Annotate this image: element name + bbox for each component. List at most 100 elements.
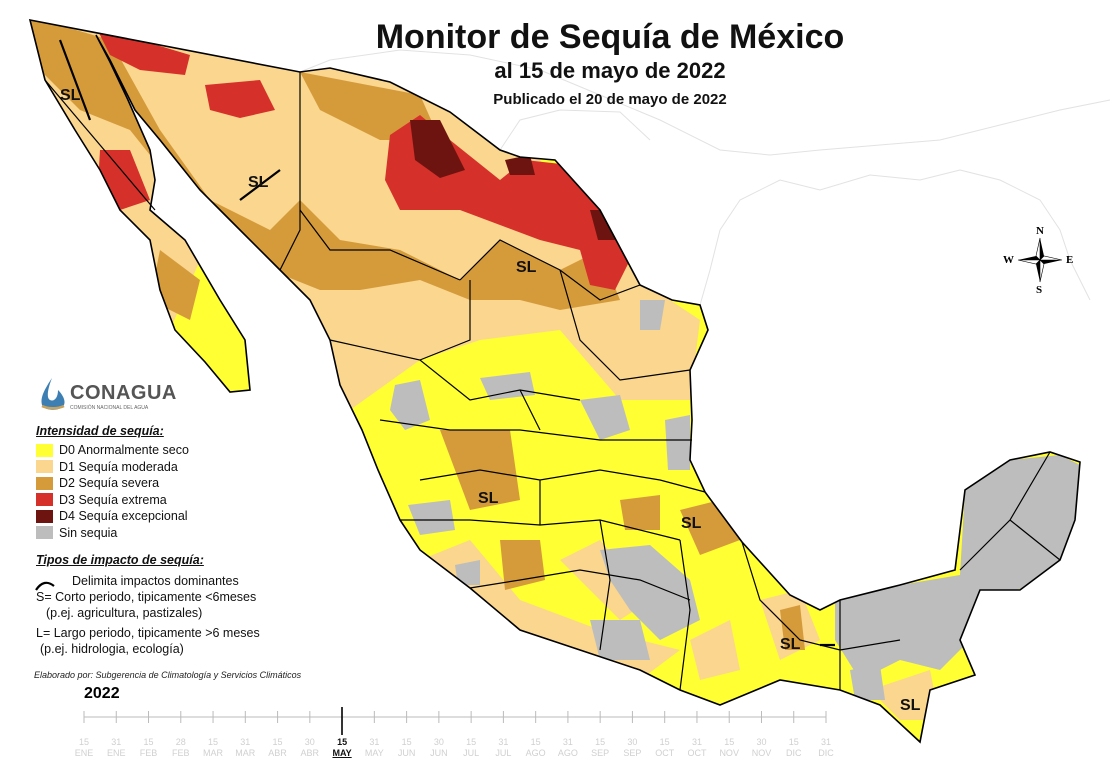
- timeline-month: JUL: [463, 748, 480, 758]
- timeline-label: 30 JUN: [426, 737, 452, 759]
- timeline-month: JUN: [397, 748, 416, 758]
- timeline-month: MAY: [332, 748, 352, 758]
- timeline-label: 15 SEP: [587, 737, 613, 759]
- timeline-day: 30: [433, 737, 444, 747]
- map-subtitle: al 15 de mayo de 2022: [494, 58, 726, 83]
- timeline-day: 15: [208, 737, 219, 747]
- legend-item: Sin sequia: [36, 525, 189, 542]
- timeline-day: 31: [498, 737, 509, 747]
- sl-label: SL: [780, 636, 801, 653]
- legend-swatch: [36, 460, 53, 474]
- timeline: [83, 707, 827, 735]
- impact-legend: Tipos de impacto de sequía: Delimita imp…: [36, 553, 336, 657]
- timeline-month: DIC: [785, 748, 802, 758]
- legend-label: D2 Sequía severa: [59, 476, 160, 491]
- timeline-year: 2022: [84, 685, 120, 702]
- timeline-day: 15: [659, 737, 670, 747]
- timeline-month: AGO: [557, 748, 578, 758]
- timeline-label: 31 OCT: [684, 737, 710, 759]
- legend-label: Sin sequia: [59, 525, 118, 540]
- legend-heading: Intensidad de sequía:: [36, 424, 164, 438]
- timeline-label: 15 DIC: [781, 737, 807, 759]
- legend-swatch: [36, 476, 53, 490]
- legend-label: D3 Sequía extrema: [59, 492, 167, 507]
- sl-label: SL: [60, 87, 81, 104]
- legend-item: D0 Anormalmente seco: [36, 442, 189, 459]
- legend-label: D0 Anormalmente seco: [59, 443, 189, 458]
- legend-item: D2 Sequía severa: [36, 475, 189, 492]
- timeline-day: 15: [143, 737, 154, 747]
- sl-label: SL: [900, 697, 921, 714]
- impact-line-icon: [35, 581, 55, 591]
- compass-west: W: [1003, 254, 1014, 266]
- timeline-month: FEB: [139, 748, 158, 758]
- timeline-label: 15 OCT: [652, 737, 678, 759]
- timeline-label: 30 ABR: [297, 737, 323, 759]
- conagua-drop-icon: [41, 378, 65, 410]
- timeline-label: 15 FEB: [136, 737, 162, 759]
- legend: Intensidad de sequía: D0 Anormalmente se…: [36, 424, 189, 541]
- impact-short: S= Corto periodo, tipicamente <6meses: [36, 590, 257, 604]
- timeline-day: 31: [691, 737, 702, 747]
- legend-swatch: [36, 526, 53, 540]
- timeline-label: 31 MAY: [361, 737, 387, 759]
- timeline-label: 30 SEP: [619, 737, 645, 759]
- legend-swatch: [36, 493, 53, 507]
- timeline-label: 15 AGO: [523, 737, 549, 759]
- legend-item: D1 Sequía moderada: [36, 459, 189, 476]
- impact-heading: Tipos de impacto de sequía:: [36, 553, 204, 567]
- timeline-day: 15: [724, 737, 735, 747]
- impact-boundaries: [58, 39, 835, 647]
- sl-label: SL: [681, 515, 702, 532]
- legend-swatch: [36, 509, 53, 523]
- impact-long-example: (p.ej. hidrologia, ecología): [40, 642, 184, 656]
- timeline-month: OCT: [655, 748, 675, 758]
- timeline-day: 15: [466, 737, 477, 747]
- timeline-month: ABR: [300, 748, 320, 758]
- timeline-label: 31 MAR: [232, 737, 258, 759]
- timeline-day: 30: [304, 737, 315, 747]
- usa-outline: [299, 49, 1111, 306]
- legend-item: D3 Sequía extrema: [36, 492, 189, 509]
- timeline-label: 15 NOV: [716, 737, 742, 759]
- timeline-day: 31: [369, 737, 380, 747]
- timeline-label: 28 FEB: [168, 737, 194, 759]
- timeline-month: JUN: [430, 748, 448, 758]
- timeline-month: OCT: [687, 748, 707, 758]
- timeline-label: 31 AGO: [555, 737, 581, 759]
- impact-short-example: (p.ej. agricultura, pastizales): [46, 606, 203, 620]
- timeline-day: 31: [562, 737, 573, 747]
- timeline-day: 15: [401, 737, 412, 747]
- conagua-logo: CONAGUA COMISIÓN NACIONAL DEL AGUA: [36, 376, 176, 419]
- timeline-day: 31: [111, 737, 122, 747]
- timeline-month: ENE: [74, 748, 94, 758]
- timeline-label: 15 MAY: [329, 737, 355, 759]
- timeline-month: MAY: [364, 748, 384, 758]
- timeline-day: 31: [240, 737, 251, 747]
- timeline-day: 15: [595, 737, 606, 747]
- timeline-label: 30 NOV: [748, 737, 774, 759]
- map-title: Monitor de Sequía de México: [375, 18, 845, 56]
- timeline-month: AGO: [525, 748, 546, 758]
- timeline-day: 15: [337, 737, 348, 747]
- timeline-month: ENE: [106, 748, 126, 758]
- compass-east: E: [1066, 254, 1074, 266]
- compass-icon: [1017, 237, 1063, 283]
- credit: Elaborado por: Subgerencia de Climatolog…: [34, 670, 302, 680]
- timeline-day: 15: [78, 737, 89, 747]
- timeline-label: 31 DIC: [813, 737, 839, 759]
- legend-swatch: [36, 443, 53, 457]
- timeline-label: 31 ENE: [103, 737, 129, 759]
- timeline-month: NOV: [751, 748, 772, 758]
- timeline-month: FEB: [172, 748, 190, 758]
- timeline-month: SEP: [591, 748, 610, 758]
- timeline-month: MAR: [203, 748, 224, 758]
- timeline-label: 15 ABR: [265, 737, 291, 759]
- timeline-month: DIC: [818, 748, 834, 758]
- legend-item: D4 Sequía excepcional: [36, 508, 189, 525]
- timeline-day: 15: [530, 737, 541, 747]
- timeline-day: 28: [175, 737, 186, 747]
- timeline-day: 15: [788, 737, 799, 747]
- timeline-month: MAR: [235, 748, 256, 758]
- timeline-label: 31 JUL: [490, 737, 516, 759]
